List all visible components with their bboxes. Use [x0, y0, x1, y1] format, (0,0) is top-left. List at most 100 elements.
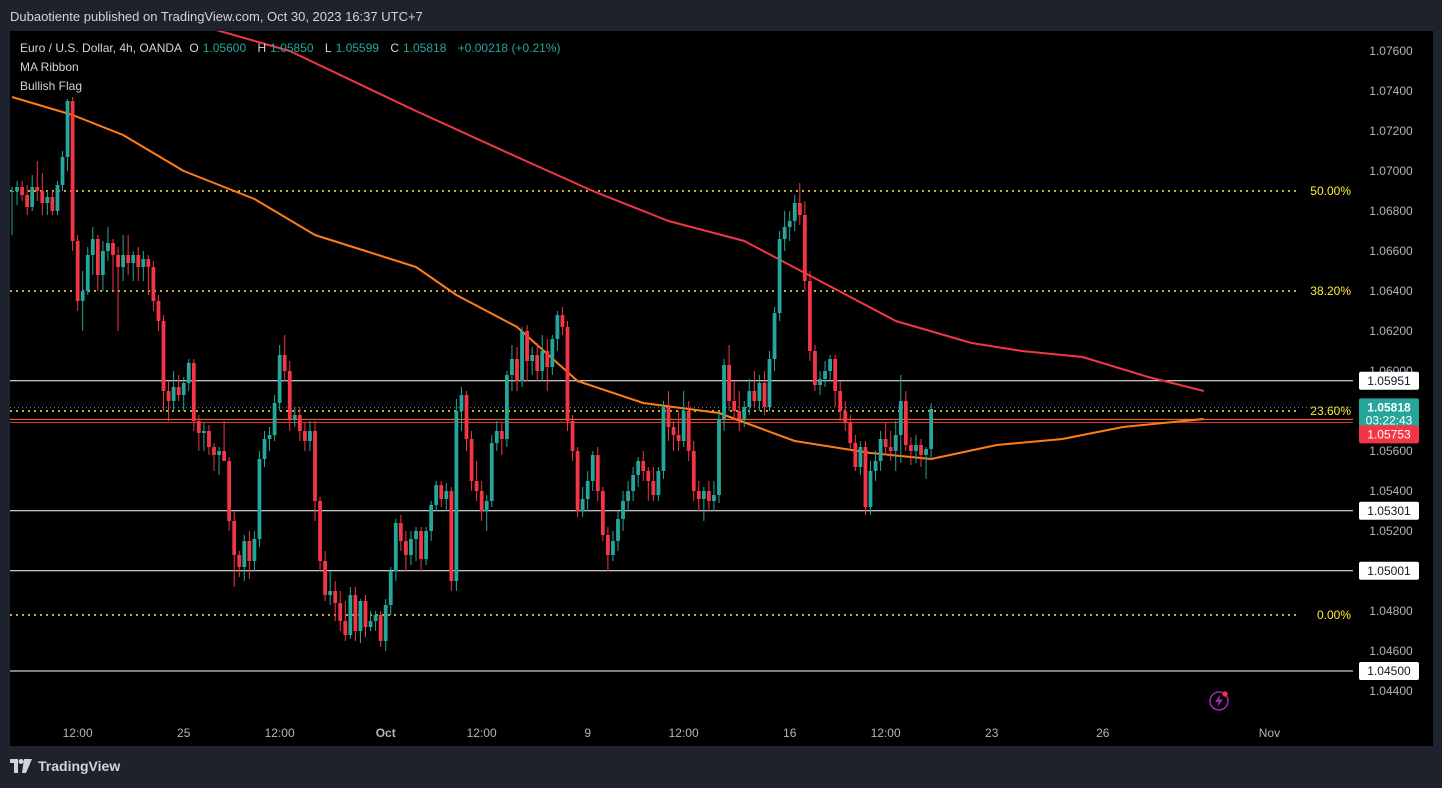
candle-body — [393, 523, 398, 571]
candle-body — [838, 391, 843, 411]
candle-body — [116, 255, 120, 267]
indicator-ma-ribbon[interactable]: MA Ribbon — [20, 60, 79, 74]
candle-body — [358, 601, 363, 631]
candle-body — [909, 445, 913, 451]
candle-body — [560, 315, 565, 327]
footer-bar: TradingView — [0, 748, 1442, 788]
candle-body — [792, 203, 797, 221]
candle-body — [676, 435, 681, 441]
candle-body — [262, 439, 267, 459]
fib-level-label: 38.20% — [1310, 284, 1351, 298]
candle-body — [489, 443, 494, 501]
price-tick-label: 1.06800 — [1369, 204, 1413, 218]
candle-body — [212, 447, 216, 455]
candle-body — [893, 435, 898, 451]
candle-body — [600, 491, 605, 535]
price-tick-label: 1.06200 — [1369, 324, 1413, 338]
price-tick-label: 1.07600 — [1369, 44, 1413, 58]
candle-body — [318, 501, 322, 561]
candle-body — [903, 401, 908, 445]
candle-body — [515, 359, 519, 381]
level-price-label: 1.05001 — [1367, 564, 1411, 578]
candle-body — [802, 215, 807, 281]
candle-body — [833, 359, 838, 391]
candle-body — [611, 541, 615, 555]
candle-body — [333, 591, 338, 603]
chart-legend: Euro / U.S. Dollar, 4h, OANDA O 1.05600 H… — [20, 39, 564, 96]
close-value: 1.05818 — [402, 41, 447, 55]
candle-body — [353, 595, 358, 631]
axis-price-labels: 1.05951 1.05301 1.05001 1.04500 1.0581803:22… — [1359, 371, 1419, 680]
candle-body — [661, 407, 666, 471]
time-tick-label: 12:00 — [871, 726, 901, 740]
candle-body — [853, 443, 858, 467]
candle-body — [30, 187, 35, 207]
candle-body — [858, 447, 863, 467]
high-label: H — [257, 41, 267, 55]
candle-body — [191, 363, 196, 421]
candle-body — [217, 451, 221, 455]
candle-body — [287, 371, 292, 419]
symbol-title[interactable]: Euro / U.S. Dollar, 4h, OANDA — [20, 41, 183, 55]
candle-body — [277, 355, 282, 403]
time-tick-label: Oct — [376, 726, 396, 740]
chart-area[interactable]: 50.00% 38.20% 23.60% 0.00% 1.07600 1.07400 1.… — [10, 31, 1433, 746]
candle-body — [681, 411, 686, 441]
candle-body — [636, 461, 641, 475]
candle-body — [222, 451, 226, 461]
candle-body — [772, 313, 777, 359]
candle-body — [111, 243, 115, 255]
candle-body — [727, 365, 731, 401]
candle-body — [414, 531, 418, 539]
ohlc-row: Euro / U.S. Dollar, 4h, OANDA O 1.05600 H… — [20, 39, 564, 58]
candle-body — [328, 591, 333, 595]
candle-body — [267, 435, 272, 439]
candle-body — [459, 395, 464, 411]
indicator-bullish-flag[interactable]: Bullish Flag — [20, 79, 83, 93]
candle-body — [106, 243, 110, 251]
price-tick-label: 1.07000 — [1369, 164, 1413, 178]
ma-fast-line — [11, 96, 1204, 460]
candle-body — [621, 501, 625, 519]
candle-body — [651, 481, 656, 495]
time-tick-label: 25 — [177, 726, 191, 740]
candle-body — [641, 461, 646, 471]
tradingview-logo-icon — [10, 759, 32, 773]
candlestick-chart[interactable]: 50.00%38.20%23.60%0.00% 1.076001.074001.… — [10, 31, 1433, 746]
candle-body — [701, 491, 706, 499]
candle-body — [707, 491, 711, 501]
candle-body — [398, 523, 403, 541]
candle-body — [90, 239, 95, 255]
tradingview-logo[interactable]: TradingView — [10, 758, 120, 774]
lightning-icon[interactable] — [1208, 690, 1230, 712]
candle-body — [671, 427, 676, 435]
candle-body — [717, 419, 721, 495]
candle-body — [464, 395, 469, 439]
candle-body — [166, 391, 171, 401]
candle-body — [156, 301, 161, 321]
level-price-label: 1.05951 — [1367, 374, 1411, 388]
candle-body — [449, 491, 454, 581]
candle-body — [626, 491, 630, 501]
candle-body — [257, 459, 262, 539]
candle-body — [25, 195, 30, 207]
candle-body — [50, 197, 55, 211]
candle-body — [732, 401, 737, 411]
candle-body — [45, 197, 50, 203]
time-tick-label: 12:00 — [669, 726, 699, 740]
candle-body — [439, 485, 444, 499]
candle-body — [176, 387, 181, 395]
candle-body — [404, 541, 408, 555]
candle-body — [550, 339, 555, 367]
candle-body — [666, 407, 671, 427]
candle-body — [373, 615, 378, 621]
time-tick-label: 16 — [783, 726, 797, 740]
candle-body — [888, 447, 893, 451]
candle-body — [873, 461, 878, 471]
candle-body — [469, 439, 474, 481]
price-tick-label: 1.06600 — [1369, 244, 1413, 258]
price-tick-label: 1.07200 — [1369, 124, 1413, 138]
candle-body — [843, 411, 848, 423]
candle-body — [797, 203, 802, 215]
candle-body — [520, 331, 524, 381]
